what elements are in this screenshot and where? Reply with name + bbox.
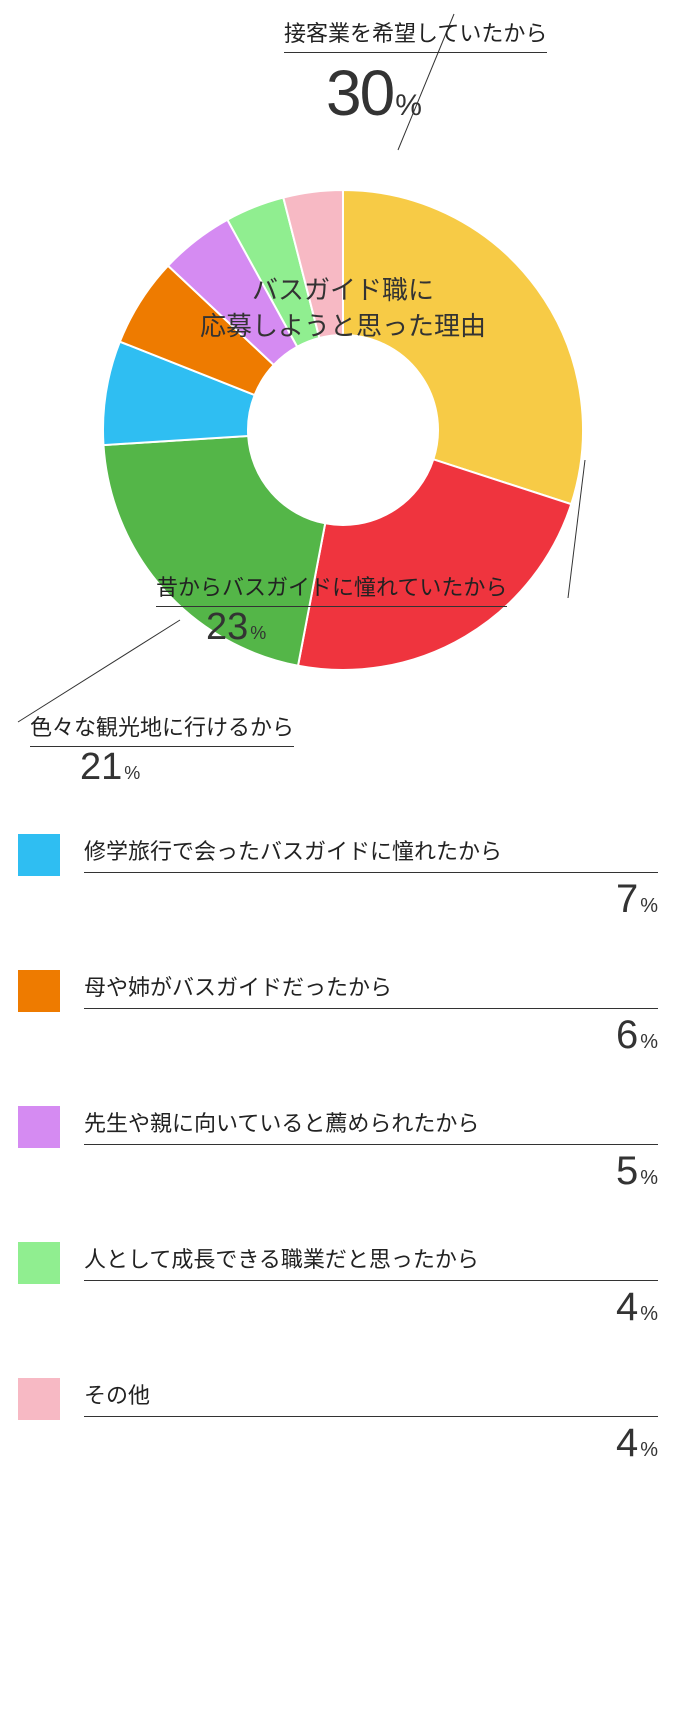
pct-unit: % (124, 763, 140, 783)
pct-unit: % (250, 623, 266, 643)
legend-list: 修学旅行で会ったバスガイドに憧れたから 7% 母や姉がバスガイドだったから 6% 先生や… (0, 830, 686, 1544)
legend-swatch (18, 1378, 60, 1420)
legend-label: 修学旅行で会ったバスガイドに憧れたから (84, 834, 658, 873)
legend-row: 修学旅行で会ったバスガイドに憧れたから 7% (18, 834, 668, 922)
label-red: 昔からバスガイドに憧れていたから (156, 570, 507, 607)
legend-swatch (18, 834, 60, 876)
pct-yellow-num: 30 (326, 57, 393, 129)
legend-pct: 7% (84, 877, 668, 922)
legend-swatch (18, 970, 60, 1012)
legend-pct: 6% (84, 1013, 668, 1058)
pct-red: 23% (206, 606, 266, 649)
legend-label: 母や姉がバスガイドだったから (84, 970, 658, 1009)
pie-chart-area: バスガイド職に 応募しようと思った理由 接客業を希望していたから 30% 昔から… (0, 0, 686, 830)
legend-swatch (18, 1242, 60, 1284)
pct-yellow: 30% (326, 56, 420, 130)
title-line-1: バスガイド職に (252, 275, 434, 305)
pct-red-num: 23 (206, 606, 248, 648)
legend-label: 人として成長できる職業だと思ったから (84, 1242, 658, 1281)
legend-row: 母や姉がバスガイドだったから 6% (18, 970, 668, 1058)
label-green: 色々な観光地に行けるから (30, 710, 294, 747)
leader-line (18, 620, 180, 722)
pct-unit: % (395, 89, 420, 122)
legend-row: その他 4% (18, 1378, 668, 1466)
legend-row: 人として成長できる職業だと思ったから 4% (18, 1242, 668, 1330)
legend-pct: 4% (84, 1421, 668, 1466)
legend-pct: 5% (84, 1149, 668, 1194)
pct-green: 21% (80, 746, 140, 789)
legend-swatch (18, 1106, 60, 1148)
pct-green-num: 21 (80, 746, 122, 788)
legend-row: 先生や親に向いていると薦められたから 5% (18, 1106, 668, 1194)
legend-label: その他 (84, 1378, 658, 1417)
chart-title: バスガイド職に 応募しようと思った理由 (150, 272, 536, 345)
label-yellow: 接客業を希望していたから (284, 16, 547, 53)
legend-pct: 4% (84, 1285, 668, 1330)
title-line-2: 応募しようと思った理由 (200, 311, 486, 341)
legend-label: 先生や親に向いていると薦められたから (84, 1106, 658, 1145)
